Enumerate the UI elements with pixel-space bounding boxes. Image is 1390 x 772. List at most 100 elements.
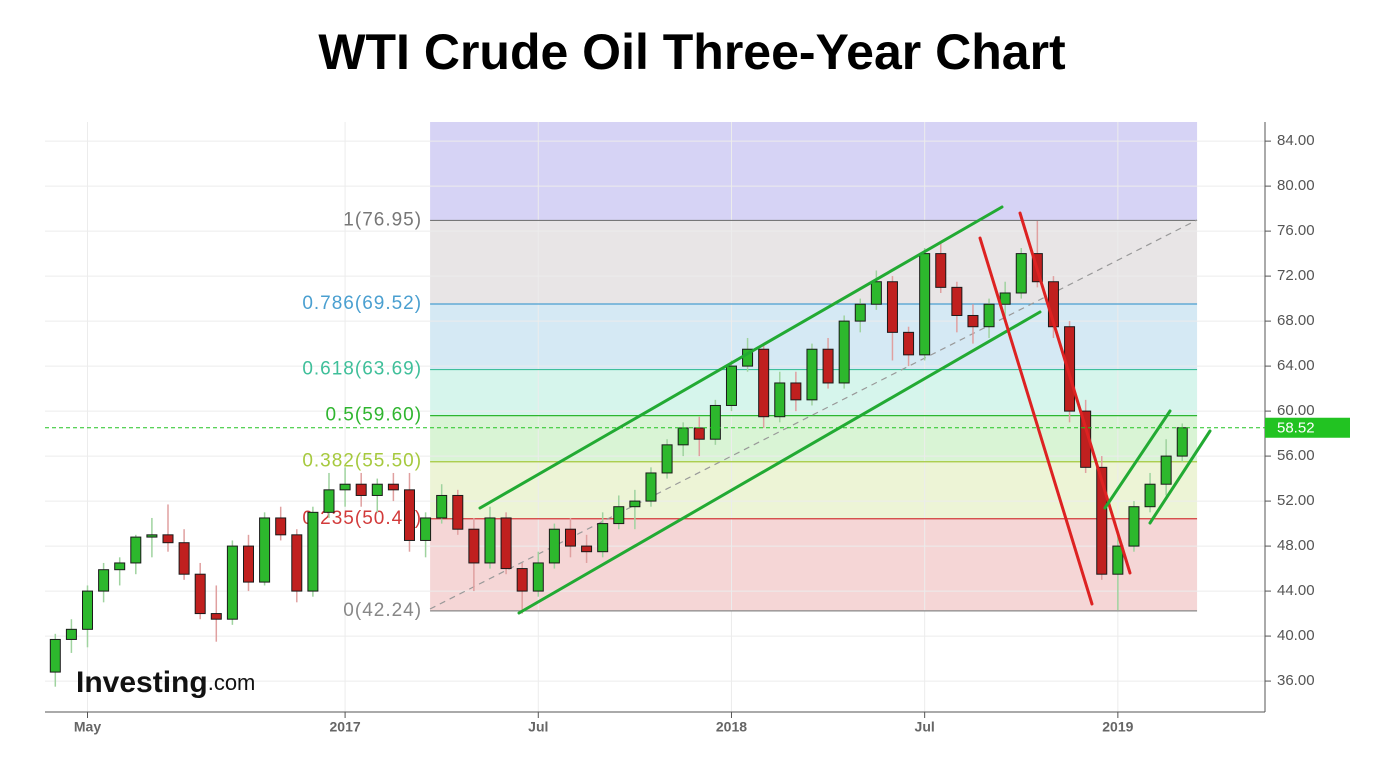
candle-body [1096, 466, 1108, 575]
y-tick-label: 44.00 [1277, 582, 1315, 599]
channel-line [978, 236, 1094, 606]
candle-body [870, 281, 882, 305]
y-tick-label: 48.00 [1277, 537, 1315, 554]
candle-body [661, 444, 673, 474]
candle-body [693, 427, 705, 440]
candle-body [194, 573, 206, 615]
candle-body [1144, 483, 1156, 508]
candle-body [774, 382, 786, 418]
trend-channels [478, 205, 1212, 615]
candle-body [98, 569, 110, 592]
axes: 36.00 40.00 44.00 48.00 52.00 56.00 60.00 64.00… [45, 122, 1350, 735]
candle-body [983, 303, 995, 328]
candle-body [822, 348, 834, 384]
candle-body [854, 303, 866, 322]
fib-label: 0(42.24) [343, 600, 422, 621]
fib-band [430, 220, 1198, 305]
candle-body [452, 494, 464, 530]
candle-body [886, 281, 898, 333]
candle-body [162, 534, 174, 544]
fib-band [430, 415, 1198, 462]
fib-label: 0.618(63.69) [302, 359, 422, 380]
candle-body [291, 534, 303, 592]
watermark-name: Investing [76, 666, 208, 699]
candle-body [903, 331, 915, 356]
candle-body [951, 286, 963, 316]
x-tick-label: 2019 [1102, 719, 1133, 735]
fib-band [430, 122, 1198, 221]
x-tick-label: Jul [528, 719, 548, 735]
candle-body [1112, 545, 1124, 575]
candle-body [613, 506, 625, 525]
channel-line [1148, 429, 1212, 525]
candle-body [82, 590, 94, 630]
candle-body [420, 517, 432, 541]
chart-title: WTI Crude Oil Three-Year Chart [318, 24, 1066, 80]
y-tick-label: 68.00 [1277, 312, 1315, 329]
x-tick-label: Jul [915, 719, 935, 735]
y-tick-label: 40.00 [1277, 627, 1315, 644]
candle-body [581, 545, 593, 553]
candle-body [387, 483, 399, 491]
candle-body [597, 523, 609, 553]
y-tick-label: 72.00 [1277, 267, 1315, 284]
candle-body [275, 517, 287, 536]
candle-body [226, 545, 238, 620]
fib-label: 0.5(59.60) [325, 405, 422, 426]
channel-line [517, 310, 1042, 615]
candle-body [677, 427, 689, 446]
candle-body [210, 613, 222, 620]
candle-body [146, 534, 158, 538]
x-tick-label: 2018 [716, 719, 747, 735]
candle-body [242, 545, 254, 583]
candle-body [919, 253, 931, 356]
candle-body [130, 536, 142, 564]
candle-body [323, 489, 335, 513]
candle-body [967, 314, 979, 328]
fib-label: 0.235(50.43) [302, 508, 422, 529]
x-tick-label: May [74, 719, 101, 735]
grid [45, 122, 1265, 712]
y-tick-label: 60.00 [1277, 402, 1315, 419]
channel-line [1018, 211, 1132, 575]
fib-levels: 1(76.95) 0.786(69.52) 0.618(63.69) 0.5(59.6… [302, 209, 1198, 621]
channel-line [478, 205, 1004, 510]
candle-body [178, 542, 190, 575]
candle-body [806, 348, 818, 401]
candle-body [1015, 253, 1027, 294]
candle-body [1128, 506, 1140, 547]
last-price-label: 58.52 [1277, 420, 1315, 437]
candle-body [339, 483, 351, 491]
candle-body [484, 517, 496, 564]
candle-body [500, 517, 512, 570]
y-tick-label: 52.00 [1277, 492, 1315, 509]
fib-label: 1(76.95) [343, 209, 422, 230]
candle-body [935, 253, 947, 288]
x-tick-label: 2017 [330, 719, 361, 735]
candle-body [532, 562, 544, 592]
candle-body [259, 517, 271, 583]
fib-label: 0.382(55.50) [302, 451, 422, 472]
y-tick-label: 76.00 [1277, 222, 1315, 239]
candle-body [516, 568, 528, 592]
candle-body [403, 489, 415, 541]
candle-body [65, 628, 77, 640]
candle-body [355, 483, 367, 496]
y-tick-label: 80.00 [1277, 177, 1315, 194]
candles [49, 220, 1188, 687]
fib-band [430, 461, 1198, 519]
candle-body [645, 472, 657, 502]
fib-label: 0.786(69.52) [302, 293, 422, 314]
y-tick-label: 36.00 [1277, 672, 1315, 689]
candle-body [371, 483, 383, 496]
watermark: Investing.com [76, 666, 255, 699]
candle-body [307, 511, 319, 592]
candle-body [468, 528, 480, 564]
candle-body [999, 292, 1011, 305]
channel-line [1103, 409, 1172, 510]
candle-body [629, 500, 641, 508]
candle-body [49, 638, 61, 673]
candle-body [548, 528, 560, 564]
